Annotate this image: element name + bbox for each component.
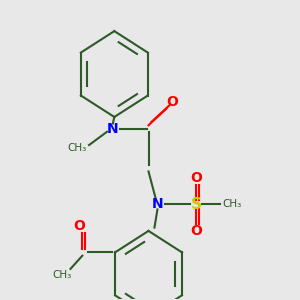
Text: O: O [190, 224, 202, 238]
Text: O: O [167, 95, 178, 109]
Text: N: N [152, 197, 163, 212]
Text: S: S [190, 197, 202, 212]
Text: N: N [107, 122, 119, 136]
Text: CH₃: CH₃ [68, 143, 87, 153]
Text: CH₃: CH₃ [52, 271, 71, 281]
Text: O: O [190, 171, 202, 185]
Text: O: O [74, 219, 85, 233]
Text: CH₃: CH₃ [222, 200, 242, 209]
